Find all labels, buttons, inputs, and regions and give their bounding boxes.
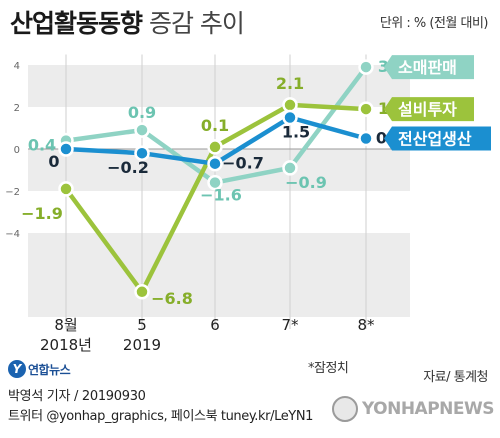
data-point [58, 181, 74, 197]
x-tick-label: 8월 [54, 316, 77, 334]
data-point [282, 160, 298, 176]
grid-band [28, 233, 410, 317]
unit-label: 단위 : % (전월 대비) [379, 16, 489, 31]
data-point [58, 141, 74, 157]
yonhap-globe-icon [331, 396, 358, 422]
x-tick-label: 6 [210, 316, 220, 334]
data-point [134, 122, 150, 138]
chart-title-light: 증감 추이 [148, 9, 245, 38]
y-tick-label: 4 [14, 61, 20, 72]
legend-label: 소매판매 [398, 58, 457, 77]
legend-tag [384, 97, 474, 122]
data-label: 0 [48, 152, 59, 171]
yonhap-logo-small: Y 연합뉴스 [8, 360, 71, 378]
y-tick-label: −4 [5, 229, 20, 240]
social-credit: 트위터 @yonhap_graphics, 페이스북 tuney.kr/LeYN… [8, 409, 314, 424]
grid-band [28, 65, 410, 107]
reporter-credit: 박영석 기자 / 20190930 [8, 389, 146, 404]
data-label: −0.2 [107, 158, 149, 177]
yonhapnews-logo-text: YONHAPNEWS [361, 399, 495, 419]
preliminary-note: *잠정치 [308, 361, 349, 376]
data-point [282, 97, 298, 113]
data-point [134, 145, 150, 161]
data-label: −6.8 [151, 289, 193, 308]
x-tick-label: 2018년 [40, 336, 92, 354]
y-tick-label: −2 [5, 187, 20, 198]
chart-title: 산업활동동향 증감 추이 [10, 4, 245, 40]
legend-tag [384, 55, 474, 80]
x-tick-label: 5 [137, 316, 147, 334]
data-label: 0.1 [201, 116, 229, 135]
y-tick-label: 2 [14, 103, 20, 114]
data-point [207, 174, 223, 191]
yonhap-icon: Y [8, 360, 26, 378]
data-label: 0.9 [128, 103, 156, 122]
source-label: 자료/ 통계청 [423, 370, 488, 385]
x-tick-label: 2019 [123, 336, 161, 354]
y-tick-label: 0 [14, 145, 20, 156]
data-point [282, 109, 298, 126]
chart-title-bold: 산업활동동향 [10, 9, 143, 38]
data-label: 2.1 [276, 74, 304, 93]
legend-tag [384, 126, 491, 151]
data-label: 1.5 [282, 123, 310, 142]
x-tick-label: 7* [281, 316, 299, 334]
data-label: −1.9 [21, 204, 63, 223]
data-label: −0.7 [222, 154, 264, 173]
data-point [358, 130, 374, 147]
data-point [207, 155, 223, 172]
data-label: 0.4 [28, 136, 56, 155]
yonhap-logo-text: 연합뉴스 [28, 362, 71, 377]
data-point [358, 59, 374, 75]
data-point [358, 101, 374, 117]
x-tick-label: 8* [357, 316, 375, 334]
legend-label: 설비투자 [398, 100, 457, 119]
legend-label: 전산업생산 [398, 130, 472, 149]
data-label: −0.9 [285, 173, 327, 192]
data-point [134, 284, 150, 300]
data-point [207, 139, 223, 155]
data-label: −1.6 [200, 186, 242, 205]
yonhapnews-logo: YONHAPNEWS [331, 396, 495, 422]
